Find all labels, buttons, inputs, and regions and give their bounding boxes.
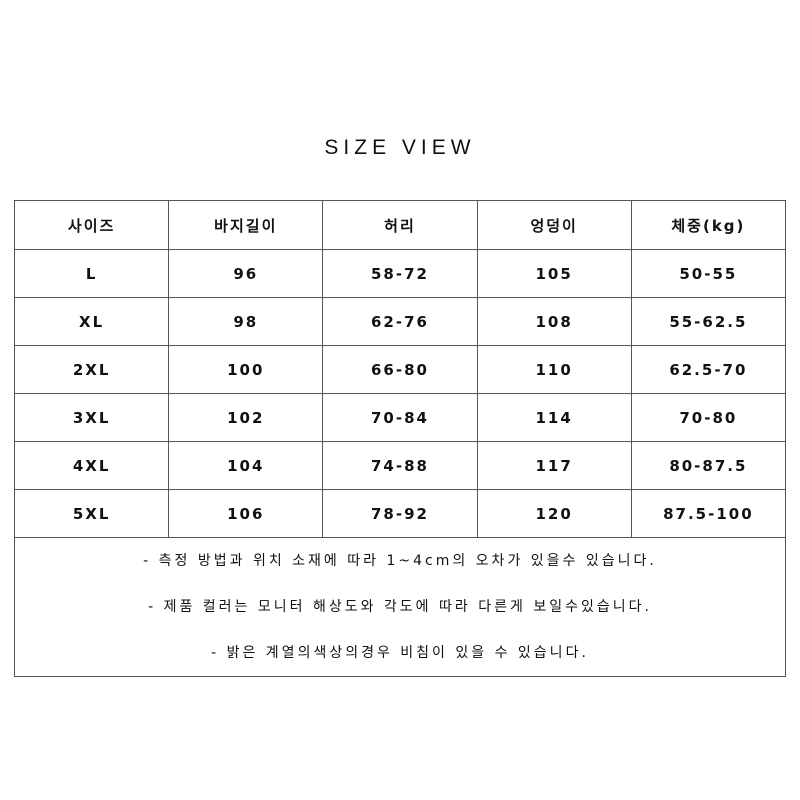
table-cell: XL [13,297,170,346]
header-cell: 체중(kg) [630,200,787,250]
notes-row: - 측정 방법과 위치 소재에 따라 1~4cm의 오차가 있을수 있습니다. -… [14,537,786,677]
table-cell: 62-76 [322,297,478,346]
header-cell: 허리 [322,200,478,250]
table-cell: 87.5-100 [630,489,787,538]
table-cell: 120 [476,489,632,538]
page-title: SIZE VIEW [324,136,476,159]
table-header-row: 사이즈 바지길이 허리 엉덩이 체중(kg) [13,200,787,250]
size-table: 사이즈 바지길이 허리 엉덩이 체중(kg) L 96 58-72 105 50-55 X… [13,200,787,677]
table-row: 3XL 102 70-84 114 70-80 [13,393,787,442]
header-cell: 바지길이 [168,200,324,250]
table-row: 4XL 104 74-88 117 80-87.5 [13,441,787,490]
table-cell: 55-62.5 [630,297,787,346]
table-row: L 96 58-72 105 50-55 [13,249,787,298]
table-cell: 114 [476,393,632,442]
table-cell: 62.5-70 [630,345,787,394]
table-cell: 110 [476,345,632,394]
table-row: 2XL 100 66-80 110 62.5-70 [13,345,787,394]
table-cell: 117 [476,441,632,490]
note-text: - 측정 방법과 위치 소재에 따라 1~4cm의 오차가 있을수 있습니다. [143,553,657,569]
table-cell: 98 [168,297,324,346]
table-cell: 2XL [13,345,170,394]
table-cell: 50-55 [630,249,787,298]
table-cell: 108 [476,297,632,346]
table-cell: 78-92 [322,489,478,538]
table-row: 5XL 106 78-92 120 87.5-100 [13,489,787,538]
notes-cell: - 측정 방법과 위치 소재에 따라 1~4cm의 오차가 있을수 있습니다. -… [14,537,786,677]
table-cell: 70-84 [322,393,478,442]
table-cell: 80-87.5 [630,441,787,490]
table-cell: 4XL [13,441,170,490]
table-cell: 70-80 [630,393,787,442]
table-cell: 105 [476,249,632,298]
table-cell: 66-80 [322,345,478,394]
table-cell: 96 [168,249,324,298]
table-cell: 102 [168,393,324,442]
header-cell: 사이즈 [13,200,170,250]
table-cell: 106 [168,489,324,538]
table-cell: 100 [168,345,324,394]
table-cell: 104 [168,441,324,490]
table-cell: L [13,249,170,298]
note-text: - 제품 컬러는 모니터 해상도와 각도에 따라 다른게 보일수있습니다. [148,599,652,615]
header-cell: 엉덩이 [476,200,632,250]
table-cell: 3XL [13,393,170,442]
note-text: - 밝은 계열의색상의경우 비침이 있을 수 있습니다. [211,645,589,661]
table-cell: 5XL [13,489,170,538]
table-row: XL 98 62-76 108 55-62.5 [13,297,787,346]
table-cell: 58-72 [322,249,478,298]
table-cell: 74-88 [322,441,478,490]
